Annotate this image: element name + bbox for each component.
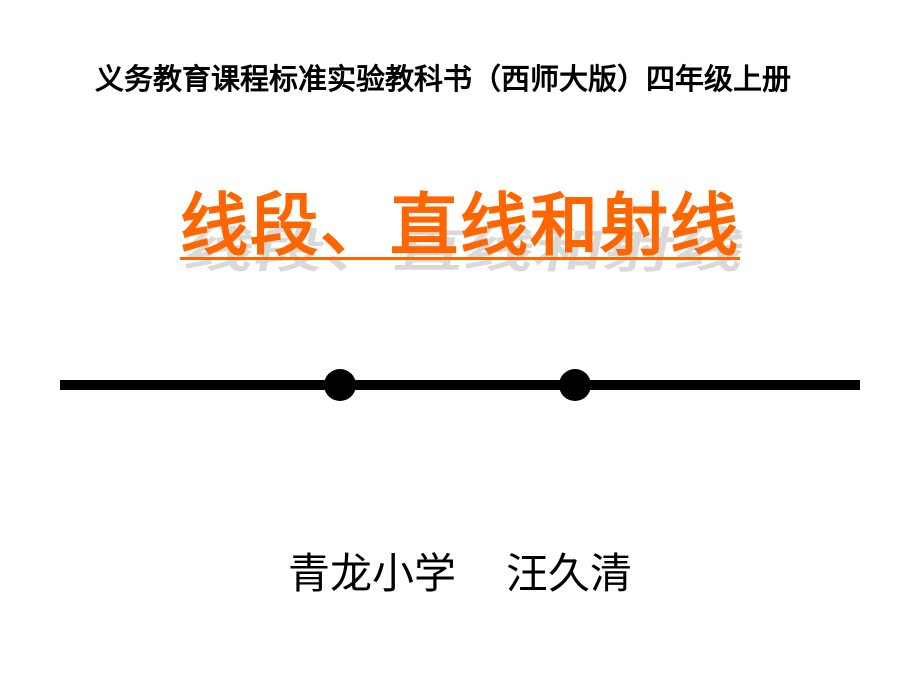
diagram-point-1	[324, 369, 356, 401]
page-title: 线段、直线和射线	[0, 170, 920, 269]
line-diagram	[60, 365, 860, 405]
diagram-point-2	[559, 369, 591, 401]
footer: 青龙小学 汪久清	[0, 540, 920, 601]
header-subtitle: 义务教育课程标准实验教科书（西师大版）四年级上册	[95, 60, 835, 101]
footer-school: 青龙小学	[288, 552, 456, 598]
footer-author: 汪久清	[506, 552, 632, 598]
title-container: 线段、直线和射线 线段、直线和射线	[0, 170, 920, 269]
